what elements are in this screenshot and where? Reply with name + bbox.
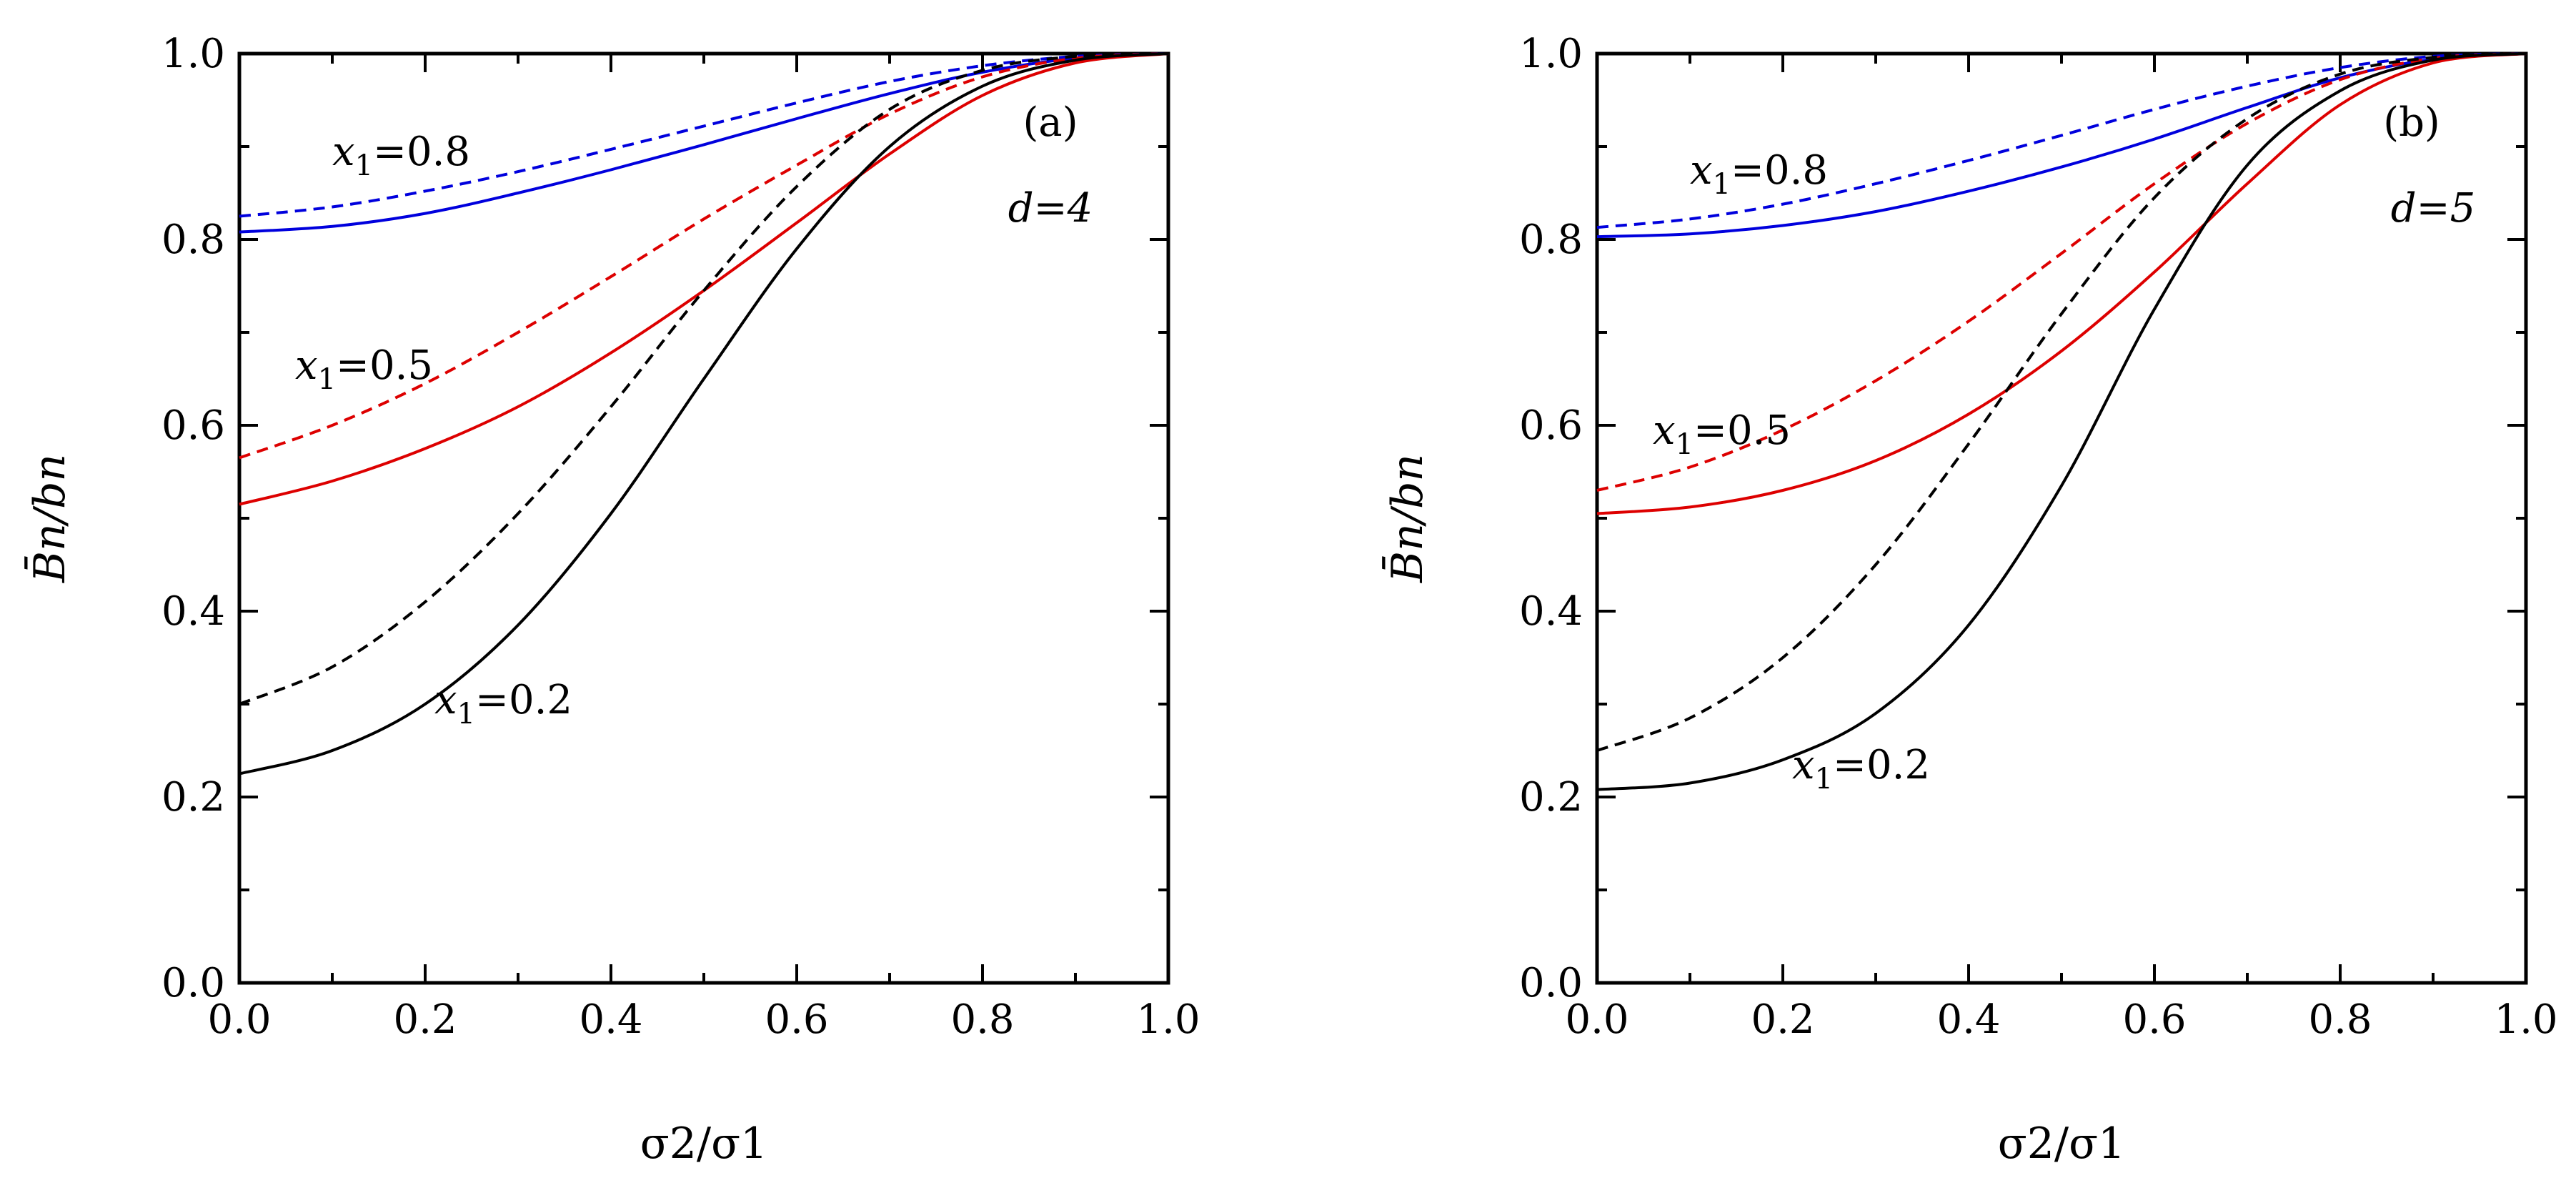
- y-tick-label: 0.0: [161, 960, 225, 1006]
- series-line: [239, 52, 1169, 234]
- y-tick-label: 0.4: [161, 588, 225, 635]
- y-tick-label: 0.2: [1519, 774, 1583, 821]
- y-axis-title: B̄n/bn: [1382, 454, 1433, 583]
- x-axis-title: σ2/σ1: [640, 1119, 767, 1169]
- y-tick-label: 0.2: [161, 774, 225, 821]
- y-tick-label: 0.6: [1519, 402, 1583, 449]
- curve-annotation: x1=0.2: [434, 677, 572, 731]
- y-tick-label: 1.0: [161, 31, 225, 77]
- x-tick-label: 0.0: [207, 996, 271, 1043]
- series-line: [1596, 52, 2527, 752]
- panel-a: 0.0 0.2 0.4 0.6 0.8 1.0 0.0 0.2 0.4 0.6 0.8 1.0 x1…: [24, 31, 1200, 1169]
- series-line: [239, 52, 1169, 706]
- x-tick-label: 0.2: [1751, 996, 1814, 1043]
- x-tick-label: 0.8: [2308, 996, 2372, 1043]
- y-tick-label: 0.0: [1519, 960, 1583, 1006]
- series-line: [239, 52, 1169, 218]
- x-axis-title: σ2/σ1: [1998, 1119, 2125, 1169]
- x-tick-labels: 0.0 0.2 0.4 0.6 0.8 1.0: [1565, 996, 2557, 1043]
- series-line: [1596, 52, 2527, 492]
- series-line: [1596, 52, 2527, 239]
- annotations: x1=0.8 x1=0.5 x1=0.2: [1653, 147, 1930, 796]
- y-tick-label: 0.6: [161, 402, 225, 449]
- y-axis-title: B̄n/bn: [24, 454, 75, 583]
- y-tick-label: 1.0: [1519, 31, 1583, 77]
- y-tick-label: 0.8: [1519, 217, 1583, 263]
- x-tick-label: 0.8: [950, 996, 1014, 1043]
- curve-annotation: x1=0.5: [1653, 407, 1791, 461]
- parameter-label: d=5: [2391, 185, 2475, 232]
- x-tick-label: 0.0: [1565, 996, 1628, 1043]
- panel-label: (a): [1023, 99, 1078, 146]
- x-tick-label: 0.4: [579, 996, 642, 1043]
- series-group: [1596, 52, 2527, 791]
- curve-annotation: x1=0.5: [295, 342, 433, 396]
- x-tick-label: 0.4: [1936, 996, 2000, 1043]
- x-tick-label: 0.6: [2122, 996, 2186, 1043]
- y-tick-label: 0.4: [1519, 588, 1583, 635]
- y-tick-label: 0.8: [161, 217, 225, 263]
- x-tick-label: 1.0: [1136, 996, 1200, 1043]
- y-tick-labels: 0.0 0.2 0.4 0.6 0.8 1.0: [1519, 31, 1583, 1006]
- curve-annotation: x1=0.2: [1792, 742, 1930, 796]
- x-tick-label: 0.2: [393, 996, 457, 1043]
- x-tick-labels: 0.0 0.2 0.4 0.6 0.8 1.0: [207, 996, 1200, 1043]
- series-line: [239, 52, 1169, 776]
- series-line: [239, 52, 1169, 460]
- panel-b: 0.0 0.2 0.4 0.6 0.8 1.0 0.0 0.2 0.4 0.6 0.8 1.0 x1…: [1382, 31, 2557, 1169]
- annotations: x1=0.8 x1=0.5 x1=0.2: [295, 129, 572, 731]
- x-tick-label: 0.6: [765, 996, 828, 1043]
- curve-annotation: x1=0.8: [332, 129, 470, 182]
- series-line: [1596, 52, 2527, 229]
- panel-label: (b): [2383, 99, 2440, 146]
- y-tick-labels: 0.0 0.2 0.4 0.6 0.8 1.0: [161, 31, 225, 1006]
- series-group: [239, 52, 1169, 776]
- parameter-label: d=4: [1008, 185, 1093, 232]
- tick-marks: [1596, 52, 2527, 984]
- x-tick-label: 1.0: [2494, 996, 2557, 1043]
- curve-annotation: x1=0.8: [1690, 147, 1828, 201]
- series-line: [1596, 52, 2527, 515]
- series-line: [1596, 52, 2527, 791]
